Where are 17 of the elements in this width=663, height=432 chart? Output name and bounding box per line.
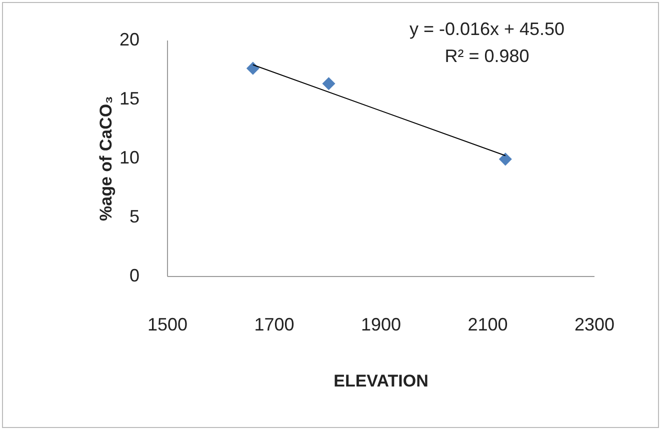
y-tick-label: 10 bbox=[119, 148, 140, 168]
x-tick-label: 1700 bbox=[254, 314, 294, 334]
y-tick-label: 20 bbox=[119, 30, 140, 50]
y-axis-title: %age of CaCO₃ bbox=[96, 96, 116, 221]
point bbox=[498, 152, 512, 166]
x-tick-label: 2100 bbox=[468, 314, 508, 334]
annotation: R² = 0.980 bbox=[444, 46, 530, 66]
y-tick-label: 15 bbox=[119, 88, 140, 108]
x-tick-label: 1900 bbox=[360, 314, 402, 334]
y-tick-label: 0 bbox=[129, 266, 140, 286]
point bbox=[246, 62, 260, 75]
y-tick-label: 5 bbox=[129, 206, 140, 226]
point bbox=[322, 77, 336, 90]
text: y = -0.016x + 45.50 bbox=[409, 19, 565, 39]
x-tick-label: 2300 bbox=[574, 314, 615, 334]
x-axis-title: ELEVATION bbox=[334, 372, 428, 390]
x-tick-label: 1500 bbox=[147, 314, 188, 334]
